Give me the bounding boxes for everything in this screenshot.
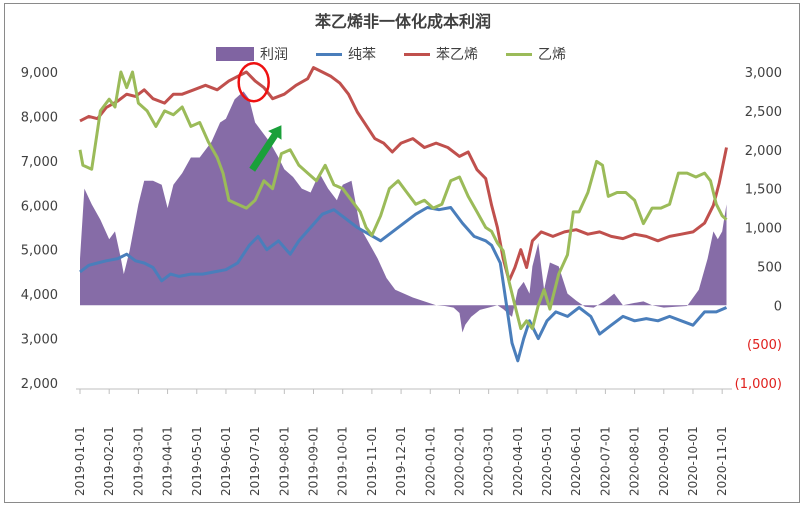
highlight-circle (237, 61, 270, 103)
x-axis-tick: 2019-06-01 (219, 426, 233, 496)
left-axis-tick: 5,000 (21, 244, 58, 259)
x-axis-tick: 2020-04-01 (511, 426, 525, 496)
left-axis-tick: 6,000 (21, 199, 58, 214)
right-axis-tick: (500) (747, 338, 782, 353)
legend-item-benzene: 纯苯 (316, 44, 376, 64)
right-axis-tick: (1,000) (735, 377, 782, 392)
x-axis-tick: 2020-07-01 (598, 426, 612, 496)
legend-swatch-ethylene (506, 52, 532, 56)
legend-item-ethylene: 乙烯 (506, 44, 566, 64)
x-axis-tick: 2019-12-01 (394, 426, 408, 496)
right-axis-tick: 2,000 (745, 144, 782, 159)
legend-swatch-profit (216, 47, 254, 61)
series-line-benzene (79, 206, 728, 363)
series-area-profit (80, 91, 727, 333)
right-axis-tick: 3,000 (745, 66, 782, 81)
legend-label-ethylene: 乙烯 (538, 47, 566, 63)
x-axis-tick: 2020-09-01 (657, 426, 671, 496)
series-line-ethylene (78, 70, 728, 331)
legend-item-profit: 利润 (216, 44, 288, 64)
x-axis-tick: 2019-02-01 (102, 426, 116, 496)
legend-swatch-styrene (404, 52, 430, 56)
right-axis-tick: 0 (774, 299, 782, 314)
x-axis-tick: 2019-01-01 (73, 426, 87, 496)
right-axis-tick: 1,500 (745, 183, 782, 198)
x-axis-tick: 2020-01-01 (423, 426, 437, 496)
left-axis-tick: 9,000 (21, 66, 58, 81)
x-axis-tick: 2020-05-01 (540, 426, 554, 496)
x-axis-tick: 2020-08-01 (628, 426, 642, 496)
x-axis-tick: 2020-02-01 (452, 426, 466, 496)
x-axis-tick: 2019-10-01 (336, 426, 350, 496)
right-axis-tick: 1,000 (745, 222, 782, 237)
left-axis-tick: 2,000 (21, 377, 58, 392)
series-line-styrene (79, 66, 728, 283)
x-axis-tick: 2019-11-01 (365, 426, 379, 496)
left-axis-tick: 8,000 (21, 110, 58, 125)
x-axis-tick: 2020-11-01 (715, 426, 729, 496)
x-axis-tick: 2019-07-01 (248, 426, 262, 496)
chart-title: 苯乙烯非一体化成本利润 (314, 12, 491, 31)
left-axis-tick: 7,000 (21, 155, 58, 170)
x-axis-tick: 2019-09-01 (307, 426, 321, 496)
right-axis-tick: 500 (757, 260, 782, 275)
right-axis-tick: 2,500 (745, 105, 782, 120)
left-axis-tick: 3,000 (21, 333, 58, 348)
x-axis-tick: 2019-08-01 (277, 426, 291, 496)
x-axis-tick: 2020-06-01 (569, 426, 583, 496)
legend-label-profit: 利润 (260, 47, 288, 63)
x-axis-tick: 2019-03-01 (131, 426, 145, 496)
legend-item-styrene: 苯乙烯 (404, 44, 478, 64)
x-axis-tick: 2019-04-01 (161, 426, 175, 496)
legend-label-styrene: 苯乙烯 (436, 47, 478, 63)
legend-label-benzene: 纯苯 (348, 47, 376, 63)
x-axis-tick: 2020-10-01 (686, 426, 700, 496)
x-axis-tick: 2020-03-01 (482, 426, 496, 496)
legend: 利润 纯苯 苯乙烯 乙烯 (216, 44, 594, 64)
legend-swatch-benzene (316, 52, 342, 56)
trend-arrow (249, 125, 282, 172)
x-axis-tick: 2019-05-01 (190, 426, 204, 496)
left-axis-tick: 4,000 (21, 288, 58, 303)
